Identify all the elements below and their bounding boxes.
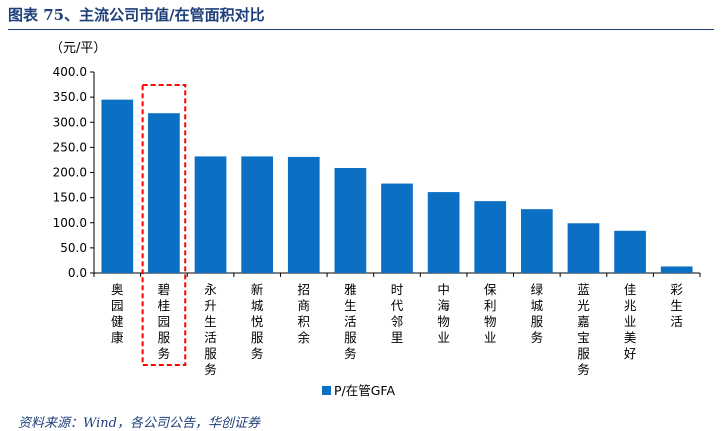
bar: [427, 192, 460, 273]
y-tick-label: 150.0: [53, 191, 87, 205]
y-tick-label: 400.0: [53, 65, 87, 79]
x-tick-label: 时代邻里: [391, 282, 404, 345]
chart-title: 图表 75、主流公司市值/在管面积对比: [8, 6, 265, 24]
source-note: 资料来源：Wind，各公司公告，华创证券: [18, 416, 260, 431]
bar: [148, 113, 180, 273]
bar: [241, 156, 274, 273]
y-tick-label: 350.0: [53, 90, 87, 104]
bar: [567, 223, 600, 273]
highlight-box: [141, 84, 187, 366]
x-axis-labels: 奥园健康 碧桂园服务 永升生活服务 新城悦服务 招商积余 雅生活服务 时代邻里 中海物业 保利物…: [111, 282, 683, 377]
y-unit-label: （元/平）: [50, 41, 106, 56]
x-tick-label: 雅生活服务: [344, 282, 357, 361]
y-tick-label: 250.0: [53, 140, 87, 154]
x-tick-label: 保利物业: [484, 282, 497, 345]
legend-swatch: [322, 386, 331, 395]
bar: [334, 167, 367, 273]
bar: [520, 209, 553, 273]
y-tick-label: 100.0: [53, 216, 87, 230]
y-tick-label: 0.0: [68, 266, 87, 280]
y-tick-label: 200.0: [53, 166, 87, 180]
x-tick-label: 绿城服务: [531, 282, 544, 345]
x-tick-label: 蓝光嘉宝服务: [577, 282, 590, 377]
x-tick-label: 奥园健康: [111, 282, 124, 345]
x-tick-label: 招商积余: [298, 282, 311, 345]
bars-group: [101, 84, 693, 366]
bar: [474, 201, 507, 273]
legend-label: P/在管GFA: [334, 383, 395, 398]
bar: [381, 183, 413, 273]
x-tick-label: 新城悦服务: [251, 282, 264, 361]
title-divider: [8, 29, 714, 30]
x-tick-label: 中海物业: [437, 282, 450, 345]
y-tick-label: 300.0: [53, 115, 87, 129]
y-tick-label: 50.0: [60, 241, 87, 255]
bar: [194, 156, 227, 273]
legend: P/在管GFA: [322, 383, 395, 398]
bar: [101, 99, 134, 273]
x-tick-label: 永升生活服务: [204, 282, 217, 377]
x-tick-label: 佳兆业美好: [624, 282, 637, 361]
bar: [287, 156, 320, 273]
x-tick-label: 彩生活: [670, 282, 683, 329]
x-tick-label: 碧桂园服务: [158, 282, 171, 361]
bar: [660, 266, 693, 273]
bar: [614, 230, 646, 273]
